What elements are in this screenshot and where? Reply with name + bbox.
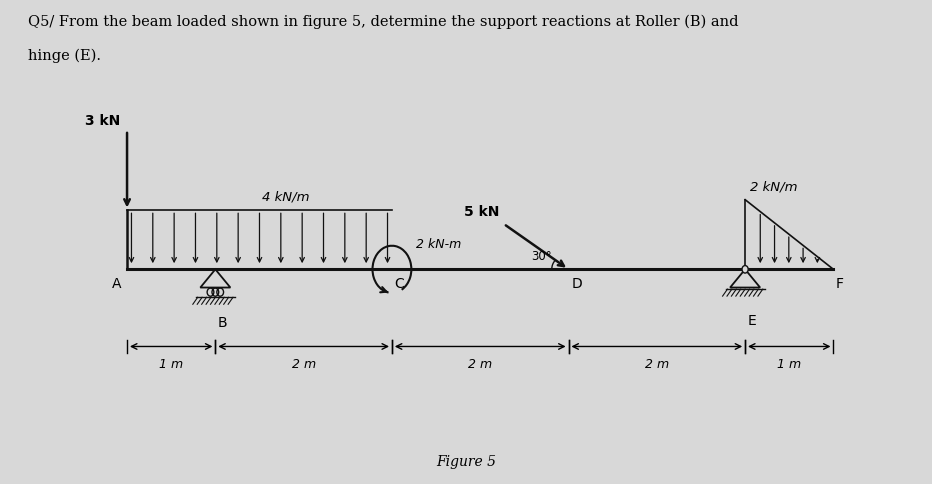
Text: 2 kN-m: 2 kN-m <box>416 238 461 251</box>
Text: 1 m: 1 m <box>159 358 184 371</box>
Text: Figure 5: Figure 5 <box>436 455 496 469</box>
Text: 1 m: 1 m <box>777 358 802 371</box>
Text: 2 kN/m: 2 kN/m <box>750 180 798 193</box>
Text: C: C <box>394 277 404 291</box>
Text: 2 m: 2 m <box>292 358 316 371</box>
Text: B: B <box>218 317 227 331</box>
Text: D: D <box>571 277 582 291</box>
Text: 2 m: 2 m <box>645 358 669 371</box>
Text: F: F <box>836 277 844 291</box>
Text: 30°: 30° <box>531 250 552 263</box>
Text: Q5/ From the beam loaded shown in figure 5, determine the support reactions at R: Q5/ From the beam loaded shown in figure… <box>28 15 738 29</box>
Text: 5 kN: 5 kN <box>464 206 500 219</box>
Text: 3 kN: 3 kN <box>85 114 120 128</box>
Text: A: A <box>112 277 122 291</box>
Text: E: E <box>747 314 757 328</box>
Text: 4 kN/m: 4 kN/m <box>262 191 309 204</box>
Text: 2 m: 2 m <box>468 358 492 371</box>
Circle shape <box>742 266 748 273</box>
Text: hinge (E).: hinge (E). <box>28 48 101 63</box>
